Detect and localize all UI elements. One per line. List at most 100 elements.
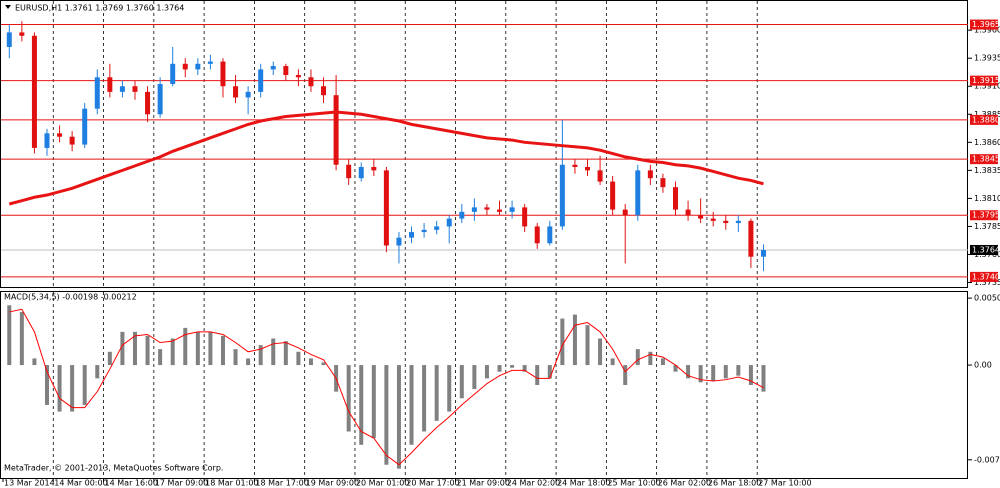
level-label: 1.3740: [972, 272, 1000, 281]
candle-body: [346, 164, 352, 179]
x-tick-label: 21 Mar 09:00: [457, 479, 510, 488]
macd-bar: [723, 365, 728, 379]
macd-bar: [195, 331, 200, 366]
level-label-box: [970, 19, 998, 30]
macd-bar: [635, 349, 640, 366]
macd-bar: [623, 365, 628, 385]
moving-average: [8, 110, 764, 206]
last-price-label: 1.3764: [972, 245, 1000, 254]
macd-bar: [409, 365, 414, 445]
menu-arrow: [5, 5, 11, 9]
candle-body: [748, 220, 754, 257]
x-tick-label: 20 Mar 17:00: [406, 479, 459, 488]
x-tick-label: 20 Mar 01:00: [356, 479, 409, 488]
candle-body: [723, 220, 729, 224]
x-tick-label: 13 Mar 2014: [4, 479, 55, 488]
macd-bar: [145, 335, 150, 366]
candle-body: [119, 86, 125, 92]
y-tick-label: 1.3935: [974, 54, 1000, 63]
level-label-box: [970, 154, 998, 165]
candle-body: [157, 83, 163, 115]
x-tick-label: 26 Mar 18:00: [708, 479, 761, 488]
macd-bar: [686, 365, 691, 379]
y-tick-label: 0.00504: [974, 294, 1000, 303]
footer: MetaTrader, © 2001-2013, MetaQuotes Soft…: [4, 464, 223, 473]
macd-bar: [673, 365, 678, 372]
y-tick-label: -0.00713: [974, 455, 1000, 464]
y-tick-label: 1.3810: [974, 194, 1000, 203]
candle-body: [647, 170, 653, 179]
macd-bar: [748, 365, 753, 385]
candle-body: [409, 232, 415, 238]
candle-body: [547, 226, 553, 244]
candle-body: [270, 66, 276, 70]
candle-body: [471, 207, 477, 212]
candle-body: [207, 61, 213, 64]
macd-bar: [384, 365, 389, 465]
candle-body: [760, 249, 766, 257]
y-tick-label: 1.3960: [974, 26, 1000, 35]
macd-bar: [648, 351, 653, 366]
level-label-box: [970, 114, 998, 125]
candle-body: [585, 166, 591, 171]
level-label: 1.3915: [972, 76, 1000, 85]
candle-body: [484, 207, 490, 210]
candle-body: [358, 166, 364, 179]
candle-body: [446, 218, 452, 227]
x-tick-label: 24 Mar 18:00: [557, 479, 610, 488]
candle-body: [597, 170, 603, 182]
candle-body: [321, 86, 327, 96]
macd-bar: [346, 365, 351, 432]
candle-body: [258, 69, 264, 92]
macd-bar: [321, 362, 326, 366]
x-tick-label: 27 Mar 10:00: [758, 479, 811, 488]
macd-bar: [560, 318, 565, 366]
candle-body: [94, 77, 100, 109]
candle-body: [522, 207, 528, 227]
macd-bar: [44, 365, 49, 405]
chart-title: EURUSD,H1 1.3761 1.3769 1.3760 1.3764: [15, 4, 184, 13]
macd-bar: [296, 351, 301, 366]
macd-bar: [434, 365, 439, 421]
macd-bar: [120, 331, 125, 366]
macd-bar: [371, 365, 376, 439]
macd-bar: [208, 331, 213, 366]
macd-bar: [698, 365, 703, 383]
macd-bar: [396, 365, 401, 469]
candle-body: [509, 207, 515, 212]
macd-bar: [610, 358, 615, 366]
macd-bar: [422, 365, 427, 432]
macd-bar: [82, 365, 87, 405]
y-tick-label: 1.3910: [974, 82, 1000, 91]
candle-body: [295, 75, 301, 78]
candle-body: [371, 166, 377, 171]
macd-frame: [0, 291, 968, 479]
macd-bar: [510, 365, 515, 368]
level-label-box: [970, 271, 998, 282]
macd-bar: [132, 331, 137, 366]
macd-bar: [761, 365, 766, 392]
candle-body: [233, 86, 239, 98]
macd-bar: [283, 341, 288, 366]
candle-body: [559, 164, 565, 227]
y-tick-label: 1.3735: [974, 278, 1000, 287]
macd-bar: [271, 338, 276, 366]
x-tick-label: 17 Mar 09:00: [155, 479, 208, 488]
macd-bar: [447, 365, 452, 412]
x-tick-label: 14 Mar 00:00: [54, 479, 107, 488]
macd-bar: [57, 365, 62, 412]
candle-body: [170, 63, 176, 84]
macd-bar: [233, 349, 238, 366]
macd-bar: [522, 365, 527, 372]
last-price-box: [970, 244, 998, 255]
macd-bar: [258, 345, 263, 366]
macd-bar: [32, 358, 37, 366]
candle-body: [698, 215, 704, 219]
y-tick-label: 0.00: [974, 361, 992, 370]
macd-bar: [220, 335, 225, 366]
y-tick-label: 1.3835: [974, 166, 1000, 175]
candle-body: [672, 187, 678, 210]
candle-body: [31, 35, 37, 148]
y-tick-label: 1.3860: [974, 138, 1000, 147]
macd-bar: [572, 314, 577, 366]
